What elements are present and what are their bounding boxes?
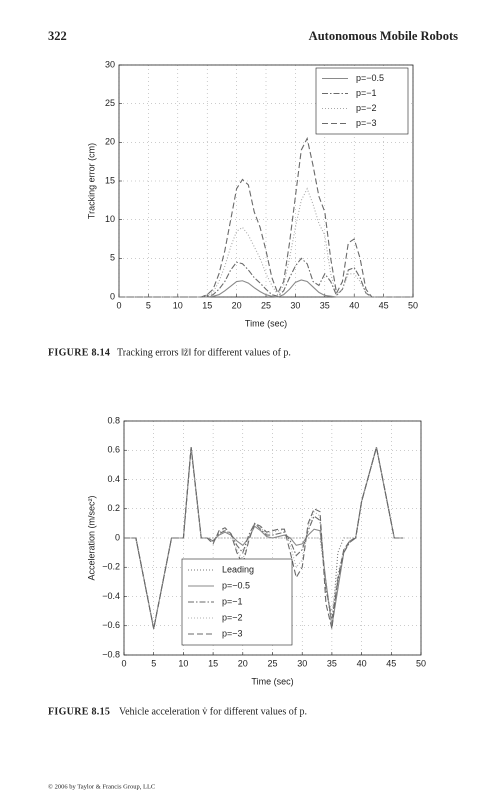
y-tick-label: −0.8 — [102, 649, 120, 659]
y-tick-label: 0.4 — [107, 474, 120, 484]
x-tick-label: 20 — [232, 300, 242, 310]
x-tick-label: 30 — [297, 658, 307, 668]
y-tick-label: 5 — [110, 253, 115, 263]
legend: p=−0.5 p=−1 p=−2 p=−3 — [315, 67, 409, 135]
caption: Tracking errors ‖z̃‖ for different value… — [117, 347, 291, 358]
x-tick-label: 10 — [178, 658, 188, 668]
legend-label: p=−1 — [222, 596, 243, 606]
x-tick-label: 5 — [146, 300, 151, 310]
caption: Vehicle acceleration v̇ for different va… — [119, 706, 307, 717]
x-tick-label: 15 — [208, 658, 218, 668]
y-tick-label: 25 — [105, 98, 115, 108]
legend-label: p=−3 — [356, 118, 377, 128]
legend-label: Leading — [222, 564, 254, 574]
legend-label: p=−3 — [222, 628, 243, 638]
y-tick-label: 0 — [110, 291, 115, 301]
x-tick-label: 45 — [379, 300, 389, 310]
x-tick-label: 35 — [327, 658, 337, 668]
y-tick-label: 0.2 — [107, 503, 120, 513]
y-tick-label: 10 — [105, 214, 115, 224]
legend-label: p=−0.5 — [222, 580, 250, 590]
x-tick-label: 0 — [116, 300, 121, 310]
x-tick-label: 40 — [357, 658, 367, 668]
y-axis-label: Tracking error (cm) — [86, 143, 96, 219]
x-tick-label: 25 — [267, 658, 277, 668]
y-tick-label: 0 — [115, 532, 120, 542]
series-line — [124, 447, 404, 629]
x-tick-label: 45 — [386, 658, 396, 668]
legend-label: p=−2 — [222, 612, 243, 622]
x-tick-label: 35 — [320, 300, 330, 310]
plot-frame — [118, 64, 414, 298]
x-tick-label: 30 — [290, 300, 300, 310]
y-tick-label: 20 — [105, 137, 115, 147]
y-tick-label: 30 — [105, 59, 115, 69]
x-axis-label: Time (sec) — [251, 676, 293, 686]
caption-label: FIGURE 8.15 — [48, 706, 110, 717]
series-line — [119, 279, 413, 298]
y-tick-label: 0.6 — [107, 445, 120, 455]
x-axis-label: Time (sec) — [245, 318, 287, 328]
series-line — [119, 257, 413, 298]
series-line — [124, 447, 404, 629]
legend-label: p=−2 — [356, 103, 377, 113]
page-number: 322 — [48, 29, 67, 43]
y-tick-label: 0.8 — [107, 415, 120, 425]
x-tick-label: 40 — [349, 300, 359, 310]
y-tick-label: −0.6 — [102, 620, 120, 630]
running-title: Autonomous Mobile Robots — [309, 29, 458, 43]
y-tick-label: 15 — [105, 175, 115, 185]
chart: 0 5 10 15 20 25 30 35 40 45 50 −0.8 −0.6 −0.4 −0.2 0 0.2… — [48, 415, 426, 717]
x-tick-label: 10 — [173, 300, 183, 310]
y-tick-label: −0.2 — [102, 562, 120, 572]
y-axis-label: Acceleration (m/sec²) — [86, 495, 96, 580]
series-line — [119, 136, 413, 298]
legend: Leading p=−0.5 p=−1 p=−2 p=−3 — [181, 558, 293, 646]
y-tick-label: −0.4 — [102, 591, 120, 601]
x-tick-label: 5 — [151, 658, 156, 668]
x-tick-label: 0 — [121, 658, 126, 668]
legend-label: p=−0.5 — [356, 73, 384, 83]
x-tick-label: 50 — [416, 658, 426, 668]
x-tick-label: 25 — [261, 300, 271, 310]
caption-label: FIGURE 8.14 — [48, 347, 110, 358]
x-tick-label: 15 — [202, 300, 212, 310]
footer: © 2006 by Taylor & Francis Group, LLC — [48, 783, 155, 790]
x-tick-label: 50 — [408, 300, 418, 310]
legend-label: p=−1 — [356, 88, 377, 98]
x-tick-label: 20 — [238, 658, 248, 668]
